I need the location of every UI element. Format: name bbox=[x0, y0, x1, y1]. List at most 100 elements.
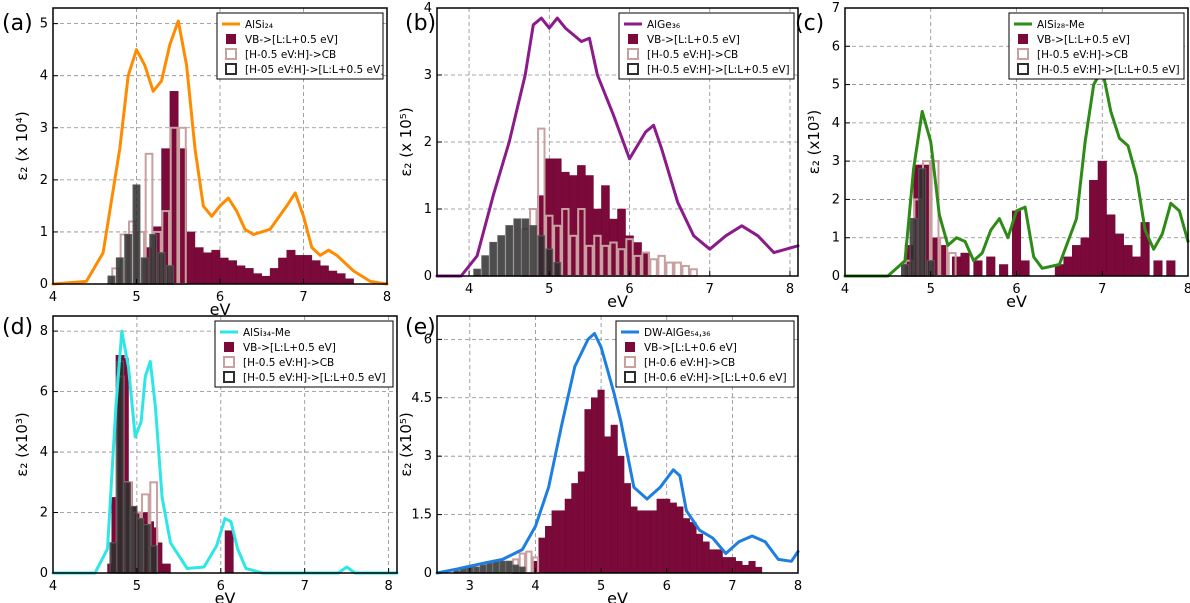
legend-open-swatch bbox=[624, 371, 636, 383]
y-tick-label: 2 bbox=[40, 506, 48, 521]
y-tick-label: 0 bbox=[424, 566, 432, 581]
bar-hcb bbox=[649, 258, 658, 277]
y-tick-label: 4.5 bbox=[411, 391, 432, 406]
bar-hl bbox=[157, 252, 166, 285]
legend-box bbox=[214, 320, 394, 388]
bar-vb bbox=[604, 436, 612, 574]
x-tick-label: 8 bbox=[786, 282, 794, 297]
legend-label: AlSi₂₈-Me bbox=[1037, 19, 1084, 31]
bar-hcb bbox=[665, 261, 674, 278]
y-tick-label: 3 bbox=[832, 154, 840, 169]
series-line bbox=[843, 67, 1190, 278]
bar-vb bbox=[203, 252, 212, 285]
bar-hcb bbox=[673, 261, 682, 278]
x-axis-title: eV bbox=[607, 589, 628, 603]
bar-vb bbox=[319, 265, 329, 285]
bar-vb bbox=[636, 510, 645, 574]
panel-label: (a) bbox=[2, 11, 33, 36]
legend-filled-swatch bbox=[224, 342, 234, 352]
bar-vb bbox=[228, 260, 237, 285]
x-tick-label: 7 bbox=[1098, 282, 1106, 297]
bar-hl bbox=[149, 233, 158, 285]
y-axis-title: ε₂ (x10³) bbox=[13, 412, 31, 477]
bar-vb bbox=[1080, 237, 1090, 277]
bar-hl bbox=[473, 268, 481, 277]
bar-hl bbox=[140, 257, 149, 285]
legend-open-swatch bbox=[223, 356, 235, 368]
legend-filled-swatch bbox=[625, 342, 635, 352]
y-tick-label: 4 bbox=[40, 445, 48, 460]
y-tick-label: 0 bbox=[424, 269, 432, 284]
legend-box bbox=[216, 12, 384, 80]
x-tick-label: 5 bbox=[545, 282, 553, 297]
y-tick-label: 1 bbox=[832, 231, 840, 246]
bar-vb bbox=[715, 549, 723, 574]
legend-open-swatch bbox=[627, 63, 639, 75]
bar-hl bbox=[553, 262, 562, 277]
bar-vb bbox=[253, 273, 262, 285]
bar-vb bbox=[564, 498, 572, 574]
bar-hl bbox=[486, 562, 493, 574]
legend-label: DW-AlGe₅₄,₃₆ bbox=[644, 327, 710, 339]
legend-label: VB->[L:L+0.5 eV] bbox=[1037, 34, 1130, 46]
bar-vb bbox=[669, 502, 677, 574]
x-tick-label: 5 bbox=[133, 579, 141, 594]
y-tick-label: 6 bbox=[832, 39, 840, 54]
series-line bbox=[435, 332, 800, 575]
bar-hl bbox=[165, 265, 174, 285]
bar-hl bbox=[505, 225, 514, 277]
legend-open-swatch bbox=[1017, 48, 1029, 60]
legend-open-swatch bbox=[225, 48, 237, 60]
bar-hl bbox=[132, 184, 141, 285]
bar-vb bbox=[224, 530, 234, 574]
panel-label: (c) bbox=[795, 11, 824, 36]
y-tick-label: 7 bbox=[832, 1, 840, 16]
legend-label: [H-0.5 eV:H]->CB bbox=[647, 49, 738, 61]
bar-hl bbox=[537, 235, 546, 277]
bar-vb bbox=[741, 564, 750, 574]
bar-vb bbox=[610, 424, 618, 574]
x-tick-label: 5 bbox=[927, 282, 935, 297]
chart-panel-4: (e) 3 4 5 6 7 8 0 1.5 3 4.5 6 eV ε₂ (x10⁵) DW-AlGe₅₄,₃… bbox=[397, 315, 802, 603]
bar-hl bbox=[107, 275, 116, 285]
legend-label: VB->[L:L+0.6 eV] bbox=[644, 342, 737, 354]
y-axis-title: ε₂ (x 10⁵) bbox=[397, 107, 415, 176]
y-tick-label: 1 bbox=[40, 225, 48, 240]
bar-hl bbox=[499, 560, 506, 574]
bar-vb-series bbox=[144, 91, 354, 285]
legend-label: [H-0.5 eV:H]->CB bbox=[1037, 49, 1128, 61]
x-tick-label: 8 bbox=[1184, 282, 1190, 297]
y-tick-label: 1.5 bbox=[411, 508, 432, 523]
bar-vb bbox=[755, 566, 763, 574]
y-tick-label: 1 bbox=[424, 202, 432, 217]
bar-vb bbox=[748, 561, 756, 574]
legend-label: [H-0.5 eV:H]->[L:L+0.5 eV] bbox=[243, 372, 386, 384]
legend-open-swatch bbox=[627, 48, 639, 60]
x-axis-title: eV bbox=[607, 292, 628, 311]
bar-vb bbox=[219, 257, 229, 285]
y-tick-label: 8 bbox=[40, 324, 48, 339]
y-axis-title: ε₂ (x10³) bbox=[805, 110, 823, 175]
legend-open-swatch bbox=[225, 63, 237, 75]
legend-box bbox=[1008, 12, 1185, 80]
bar-vb-series bbox=[531, 389, 763, 574]
bar-vb bbox=[1063, 256, 1073, 277]
bar-vb bbox=[663, 498, 671, 574]
x-tick-label: 7 bbox=[301, 579, 309, 594]
bar-hl bbox=[918, 168, 927, 277]
plot-frame bbox=[436, 315, 799, 574]
bar-vb bbox=[709, 549, 717, 574]
bar-vb bbox=[1114, 233, 1124, 277]
legend-open-swatch bbox=[624, 356, 636, 368]
legend: AlSi₂₄ VB->[L:L+0.5 eV] [H-0.5 eV:H]->CB [H… bbox=[216, 12, 384, 80]
bar-vb bbox=[986, 256, 996, 277]
series-line bbox=[435, 16, 800, 278]
bar-vb bbox=[236, 265, 246, 285]
x-tick-label: 8 bbox=[794, 579, 802, 594]
x-tick-label: 5 bbox=[132, 290, 140, 305]
bar-hcb bbox=[681, 264, 690, 278]
legend-label: [H-0.6 eV:H]->[L:L+0.6 eV] bbox=[644, 372, 787, 384]
bar-vb bbox=[328, 270, 338, 285]
chart-panel-3: (d) 4 5 6 7 8 0 2 4 6 8 eV ε₂ (x10³) AlSi₃₄-Me VB->[L:… bbox=[2, 315, 399, 603]
